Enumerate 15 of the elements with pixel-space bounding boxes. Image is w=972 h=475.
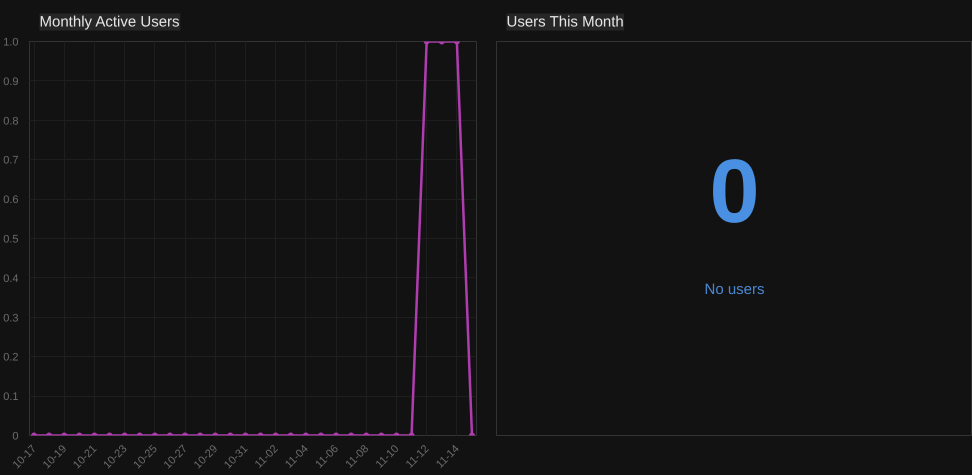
y-tick-label: 0.6 bbox=[3, 194, 19, 206]
text: No users bbox=[704, 281, 765, 298]
y-tick-label: 1.0 bbox=[3, 36, 19, 48]
y-tick-label: 0.3 bbox=[3, 312, 19, 324]
y-tick-label: 0 bbox=[12, 430, 19, 442]
chart-title: Monthly Active Users bbox=[40, 14, 180, 30]
y-tick-label: 0.8 bbox=[3, 115, 19, 128]
y-tick-label: 0.4 bbox=[3, 272, 19, 285]
text: Users This Month bbox=[506, 14, 624, 30]
y-tick-label: 0.1 bbox=[3, 391, 19, 404]
y-tick-label: 0.9 bbox=[3, 76, 19, 88]
text: 0 bbox=[709, 142, 760, 242]
y-tick-label: 0.7 bbox=[3, 154, 19, 167]
y-tick-label: 0.2 bbox=[3, 352, 19, 364]
y-tick-label: 0.5 bbox=[3, 234, 19, 246]
